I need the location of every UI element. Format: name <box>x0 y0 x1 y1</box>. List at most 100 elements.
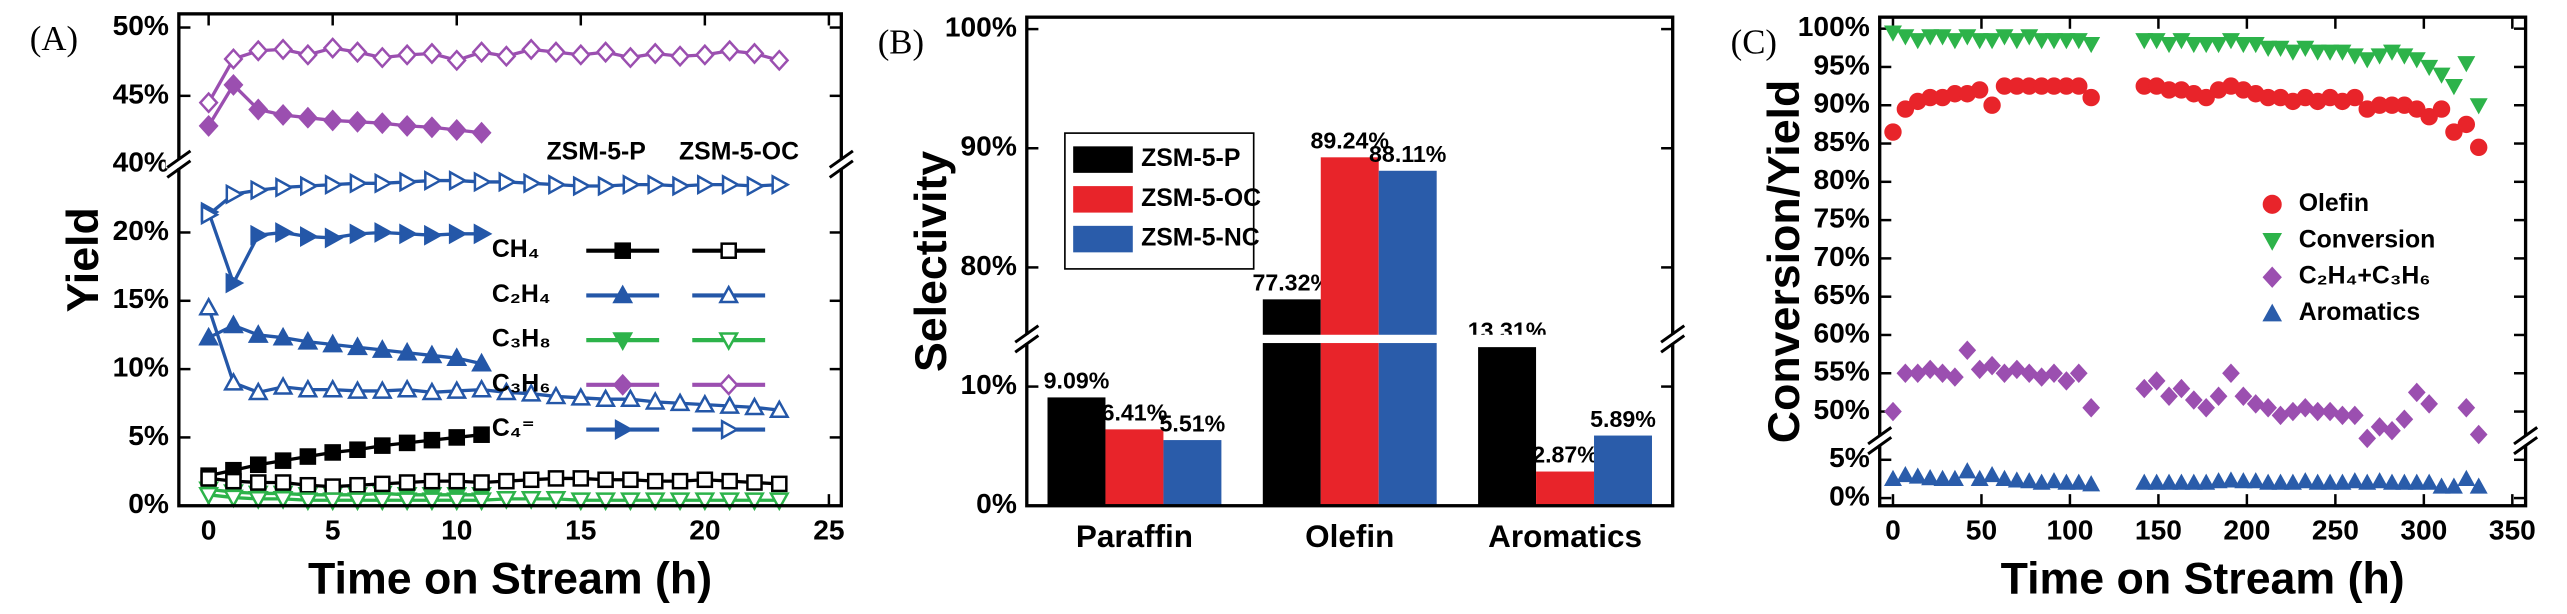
data-point <box>498 472 515 490</box>
data-point <box>2082 88 2100 107</box>
data-point <box>223 73 244 96</box>
data-point <box>448 223 468 245</box>
legend-label: Aromatics <box>2299 299 2420 326</box>
legend-marker <box>2262 266 2282 288</box>
data-point <box>471 121 492 144</box>
data-point <box>225 183 245 205</box>
data-point <box>347 110 368 133</box>
series-line <box>208 433 482 478</box>
plot-frame <box>1878 15 2528 508</box>
data-point <box>223 371 244 391</box>
data-point <box>2221 471 2240 488</box>
x-tick-label: 5 <box>325 515 341 546</box>
series-line <box>208 476 780 489</box>
data-point <box>671 472 689 490</box>
data-point <box>399 223 418 245</box>
data-point <box>423 472 441 490</box>
data-point <box>1884 401 1902 422</box>
data-point <box>1970 33 1989 50</box>
data-point <box>349 172 369 194</box>
data-point <box>473 171 493 193</box>
data-point <box>421 42 442 65</box>
data-point <box>324 174 344 196</box>
data-point <box>1921 29 1940 46</box>
data-point <box>2470 138 2488 157</box>
data-point <box>322 492 344 512</box>
y-tick-label: 50% <box>113 10 169 41</box>
legend-header: ZSM-5-OC <box>679 139 799 166</box>
data-point <box>2184 36 2203 54</box>
data-point <box>349 476 366 494</box>
data-point <box>597 175 617 197</box>
data-point <box>247 381 269 401</box>
data-point <box>1958 340 1977 361</box>
data-point <box>347 41 368 64</box>
data-point <box>669 492 691 512</box>
data-point <box>495 381 517 401</box>
data-point <box>273 104 294 126</box>
x-tick-label: 250 <box>2312 515 2359 546</box>
data-point <box>248 98 269 121</box>
data-point <box>572 175 592 197</box>
data-point <box>347 380 368 399</box>
x-tick-label: 300 <box>2400 515 2447 546</box>
data-point <box>421 344 443 364</box>
axis-break-mark <box>1660 324 1686 344</box>
data-point <box>347 336 368 356</box>
data-point <box>2432 477 2451 494</box>
y-tick-label: 50% <box>1813 394 1869 425</box>
legend-label: C₂H₄+C₃H₆ <box>2299 263 2431 290</box>
x-tick-label: 0 <box>201 515 217 546</box>
data-point <box>2197 397 2216 418</box>
data-point <box>521 38 542 61</box>
data-point <box>372 112 393 135</box>
data-point <box>2045 33 2063 50</box>
axis-break-gap <box>165 160 193 169</box>
data-point <box>622 174 642 196</box>
x-tick-label: 25 <box>813 515 844 546</box>
data-point <box>2032 33 2051 50</box>
data-point <box>694 43 715 66</box>
data-point <box>274 452 292 469</box>
data-point <box>2070 77 2088 95</box>
y-tick-label: 100% <box>945 12 1017 43</box>
data-point <box>2358 52 2377 69</box>
legend-header: ZSM-5-P <box>547 139 646 166</box>
value-label: 88.11% <box>1369 141 1446 167</box>
data-point <box>398 474 416 491</box>
data-point <box>371 380 393 399</box>
value-label: 77.32% <box>1252 270 1331 296</box>
data-point <box>647 174 667 196</box>
data-point <box>2469 477 2488 494</box>
data-point <box>2370 48 2389 65</box>
data-point <box>275 176 294 198</box>
data-point <box>2345 472 2364 489</box>
data-point <box>223 47 244 70</box>
data-point <box>2057 473 2076 490</box>
data-point <box>2345 405 2364 426</box>
y-tick-label: 70% <box>1813 241 1869 272</box>
data-point <box>2469 424 2488 445</box>
data-point <box>448 429 466 446</box>
y-tick-label: 45% <box>113 78 169 109</box>
data-point <box>299 448 317 465</box>
x-tick-label: 200 <box>2223 515 2270 546</box>
data-point <box>2383 473 2401 490</box>
data-point <box>446 380 468 399</box>
data-point <box>322 333 344 353</box>
x-tick-label: 100 <box>2046 515 2093 546</box>
data-point <box>396 378 418 398</box>
data-point <box>421 492 443 512</box>
data-point <box>2209 36 2228 54</box>
data-point <box>520 382 542 402</box>
data-point <box>771 475 788 493</box>
data-point <box>297 378 319 398</box>
data-point <box>225 272 245 294</box>
data-point <box>2457 469 2476 486</box>
data-point <box>2271 473 2290 490</box>
data-point <box>2246 472 2265 489</box>
data-point <box>397 114 418 137</box>
x-tick-label: 10 <box>441 515 472 546</box>
data-point <box>746 474 763 491</box>
